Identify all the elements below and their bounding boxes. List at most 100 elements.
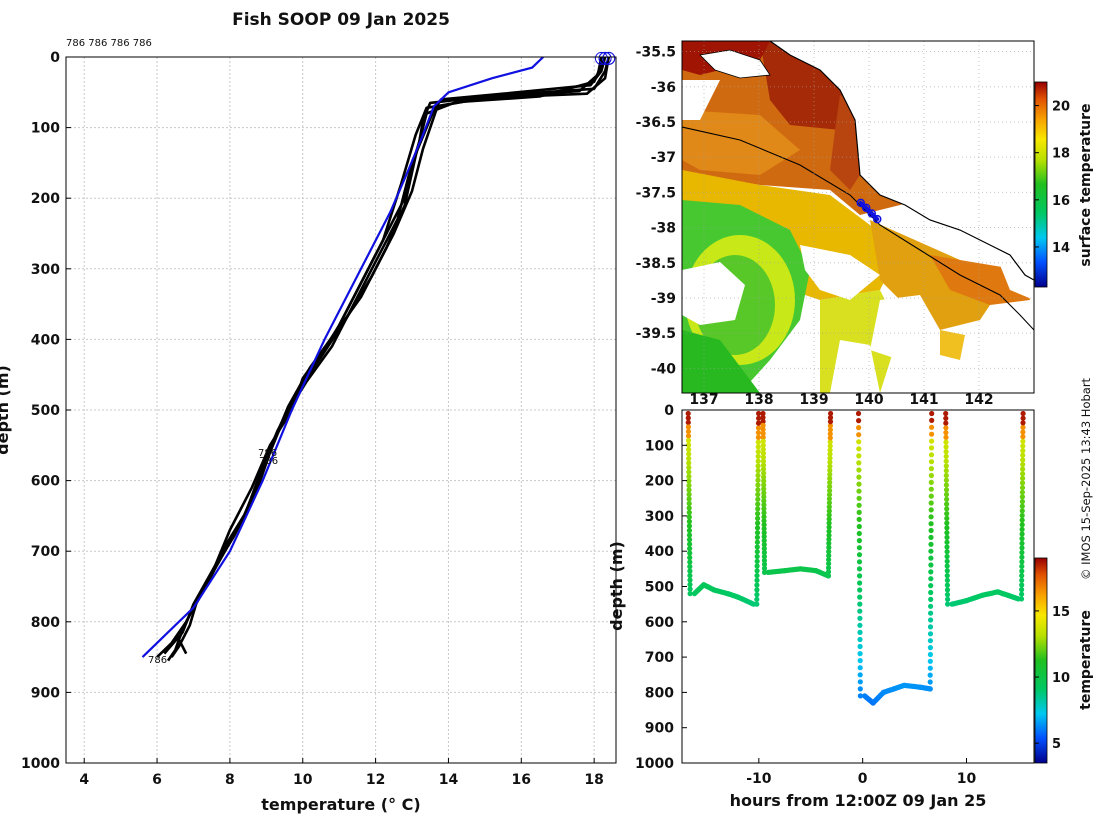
- section-point: [944, 549, 950, 555]
- section-point: [1019, 545, 1025, 551]
- sst-colorbar-tick-label: 16: [1052, 194, 1070, 209]
- section-point: [856, 552, 863, 558]
- section-point: [1019, 512, 1025, 519]
- section-point: [1020, 461, 1026, 468]
- profile-ytick-label: 300: [31, 262, 60, 278]
- section-point: [1019, 568, 1025, 574]
- section-point: [761, 514, 767, 520]
- section-point: [944, 568, 950, 574]
- section-point: [755, 444, 761, 450]
- temp-colorbar: [1034, 557, 1048, 764]
- section-point: [761, 534, 767, 540]
- section-point: [687, 568, 693, 574]
- section-point: [761, 557, 768, 564]
- section-point: [760, 442, 766, 448]
- section-point: [857, 679, 863, 685]
- profile-lines: [141, 57, 610, 662]
- section-point: [928, 507, 934, 513]
- section-point: [760, 450, 767, 456]
- section-point: [685, 410, 691, 417]
- section-point: [754, 596, 760, 603]
- surface-markers: [594, 51, 616, 65]
- section-point: [928, 445, 935, 451]
- section-xlabel: hours from 12:00Z 09 Jan 25: [730, 791, 987, 810]
- section-point: [1020, 452, 1026, 458]
- section-point: [856, 432, 862, 438]
- section-point: [686, 509, 692, 516]
- section-point: [687, 541, 693, 547]
- section-point: [686, 523, 693, 529]
- section-point: [856, 530, 862, 537]
- section-point: [761, 494, 767, 500]
- section-point: [928, 534, 934, 541]
- section-point: [827, 415, 834, 421]
- section-point: [1019, 559, 1025, 565]
- section-point: [754, 587, 760, 593]
- map-ytick-label: -39: [651, 291, 676, 307]
- section-point: [687, 559, 693, 565]
- section-point: [928, 555, 934, 561]
- temp-colorbar-label: temperature: [1078, 610, 1094, 710]
- section-point: [687, 582, 693, 588]
- profile-xtick-label: 12: [366, 772, 385, 788]
- section-point: [1019, 536, 1025, 542]
- section-point: [761, 538, 767, 544]
- profile-xlabel: temperature (° C): [261, 795, 420, 814]
- section-point: [761, 522, 767, 528]
- section-point: [943, 482, 950, 488]
- sst-colorbar-tick-label: 14: [1052, 241, 1070, 256]
- profile-series-line: [163, 57, 607, 655]
- section-point: [856, 502, 862, 508]
- surface-marker: [598, 51, 612, 65]
- section-point: [686, 527, 693, 534]
- section-point: [825, 565, 832, 571]
- section-point: [687, 550, 693, 556]
- section-point: [1019, 499, 1025, 505]
- section-point: [760, 434, 766, 440]
- section-point: [761, 526, 767, 532]
- section-point: [826, 532, 832, 538]
- section-point: [760, 466, 767, 472]
- profile-ytick-label: 800: [31, 615, 60, 631]
- section-point: [685, 424, 692, 430]
- section-point: [927, 672, 933, 678]
- section-point: [755, 439, 761, 445]
- profile-ticks: 4 6 8 10 12 14 16 18 0 100 200 300 400 500 600 700 800 90…: [21, 50, 604, 788]
- section-point: [943, 439, 949, 445]
- map-xtick-label: 137: [689, 392, 718, 408]
- section-point: [755, 434, 762, 440]
- section-ylabel: depth (m): [607, 541, 626, 631]
- profile-xtick-label: 4: [79, 772, 89, 788]
- section-point: [686, 451, 692, 457]
- section-point: [827, 447, 833, 453]
- section-point: [827, 439, 833, 445]
- section-point: [685, 428, 692, 435]
- section-point: [754, 534, 761, 541]
- section-point: [760, 410, 766, 417]
- sst-colorbar-ticks: 14 16 18 20: [1035, 100, 1070, 256]
- section-point: [857, 629, 863, 636]
- section-point: [856, 566, 863, 572]
- sst-colorbar: [1034, 81, 1048, 288]
- profile-ytick-label: 600: [31, 474, 60, 490]
- section-point: [686, 478, 692, 484]
- section-point: [857, 573, 863, 579]
- section-point: [1020, 420, 1026, 426]
- section-point: [754, 539, 761, 545]
- section-point: [1019, 577, 1025, 583]
- section-point: [943, 444, 949, 450]
- section-point: [760, 422, 766, 428]
- section-point: [1019, 540, 1025, 546]
- section-point: [943, 434, 949, 440]
- section-point: [827, 443, 833, 449]
- section-point: [826, 512, 832, 518]
- section-point: [856, 474, 862, 480]
- section-point: [827, 488, 833, 494]
- temp-colorbar-tick-label: 10: [1052, 671, 1070, 686]
- section-point: [1020, 429, 1026, 435]
- section-point: [760, 430, 766, 436]
- section-point: [1019, 563, 1025, 570]
- section-point: [929, 410, 935, 417]
- section-point: [686, 473, 692, 480]
